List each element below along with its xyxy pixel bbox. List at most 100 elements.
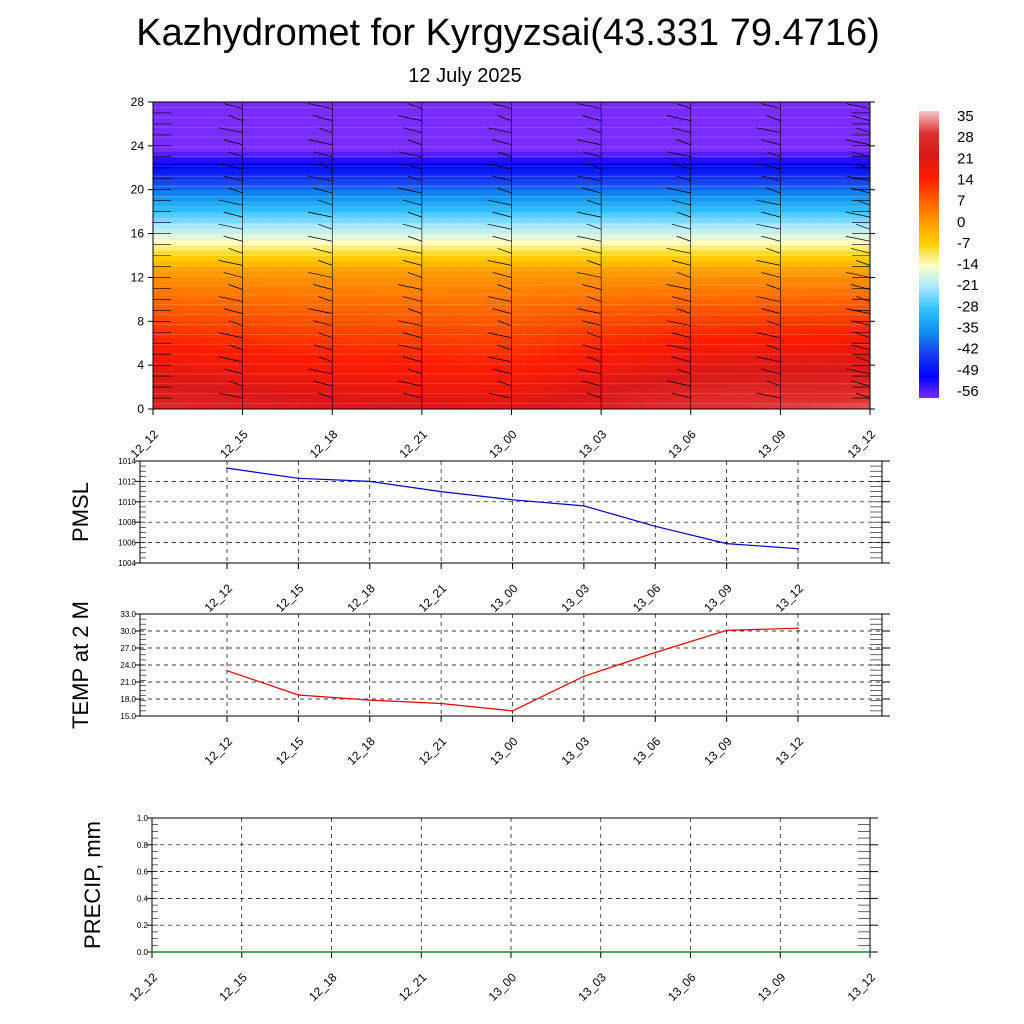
heatmap-cell	[645, 233, 662, 240]
heatmap-cell	[392, 266, 408, 273]
heatmap-cell	[675, 398, 692, 405]
heatmap-cell	[571, 217, 587, 224]
heatmap-cell	[302, 102, 318, 109]
heatmap-cell	[675, 260, 692, 268]
heatmap-cell	[616, 271, 632, 279]
heatmap-cell	[302, 359, 318, 366]
heatmap-cell	[780, 315, 796, 322]
heatmap-cell	[347, 189, 363, 196]
heatmap-cell	[855, 348, 870, 355]
heatmap-cell	[735, 206, 752, 213]
heatmap-cell	[421, 381, 438, 388]
heatmap-cell	[571, 145, 587, 152]
heatmap-cell	[750, 134, 767, 141]
heatmap-cell	[302, 107, 318, 114]
heatmap-cell	[511, 162, 528, 169]
heatmap-cell	[302, 354, 318, 361]
wind-barb	[492, 175, 512, 182]
heatmap-cell	[795, 304, 811, 311]
heatmap-cell	[556, 343, 572, 350]
heatmap-cell	[810, 107, 826, 114]
heatmap-cell	[287, 222, 303, 229]
heatmap-cell	[362, 315, 378, 322]
heatmap-cell	[481, 239, 498, 246]
heatmap-cell	[332, 184, 348, 191]
heatmap-cell	[810, 129, 826, 136]
heatmap-cell	[765, 376, 781, 383]
heatmap-cell	[421, 343, 438, 350]
heatmap-cell	[825, 162, 841, 169]
heatmap-cell	[511, 326, 528, 333]
wind-barb	[582, 187, 602, 194]
heatmap-cell	[855, 162, 870, 169]
heatmap-cell	[810, 398, 826, 405]
heatmap-cell	[556, 151, 572, 158]
heatmap-cell	[780, 217, 796, 224]
heatmap-cell	[421, 348, 438, 355]
heatmap-cell	[347, 326, 363, 333]
heatmap-cell	[601, 222, 617, 229]
heatmap-cell	[586, 255, 602, 262]
heatmap-cell	[825, 337, 841, 344]
heatmap-cell	[377, 112, 393, 120]
heatmap-cell	[153, 178, 169, 185]
heatmap-cell	[242, 337, 259, 344]
heatmap-cell	[481, 250, 498, 257]
heatmap-cell	[571, 107, 587, 114]
heatmap-cell	[272, 332, 289, 339]
heatmap-cell	[167, 359, 184, 366]
wind-barb	[313, 115, 333, 121]
wind-barb	[308, 139, 333, 146]
heatmap-cell	[287, 107, 303, 114]
heatmap-cell	[182, 266, 199, 273]
heatmap-cell	[556, 271, 572, 279]
heatmap-cell	[287, 200, 303, 207]
heatmap-cell	[855, 293, 870, 300]
heatmap-cell	[347, 145, 363, 152]
heatmap-cell	[705, 145, 722, 152]
heatmap-cell	[840, 321, 856, 328]
heatmap-cell	[451, 200, 468, 207]
wind-barb	[218, 163, 243, 170]
heatmap-cell	[242, 321, 259, 328]
heatmap-cell	[855, 200, 870, 207]
wind-barb	[308, 368, 333, 375]
heatmap-cell	[421, 315, 438, 322]
heatmap-cell	[645, 206, 662, 213]
heatmap-cell	[526, 392, 542, 399]
heatmap-cell	[287, 365, 303, 372]
heatmap-cell	[705, 184, 722, 191]
heatmap-cell	[586, 348, 602, 355]
heatmap-cell	[466, 178, 483, 185]
heatmap-cell	[571, 151, 587, 158]
heatmap-cell	[182, 354, 199, 361]
heatmap-cell	[466, 365, 483, 372]
wind-barb	[761, 272, 781, 278]
heatmap-cell	[825, 189, 841, 196]
heatmap-cell	[362, 123, 378, 131]
wind-barb	[487, 199, 512, 206]
heatmap-cell	[287, 134, 303, 141]
heatmap-cell	[645, 310, 662, 317]
heatmap-cell	[436, 129, 453, 136]
heatmap-cell	[840, 184, 856, 191]
heatmap-cell	[511, 304, 528, 311]
heatmap-cell	[362, 184, 378, 191]
heatmap-cell	[421, 277, 438, 284]
heatmap-cell	[631, 255, 647, 262]
heatmap-cell	[690, 206, 707, 213]
wind-barb	[756, 163, 781, 170]
heatmap-cell	[362, 200, 378, 207]
heatmap-cell	[586, 102, 602, 109]
heatmap-cell	[556, 195, 572, 202]
heatmap-cell	[705, 173, 722, 180]
heatmap-cell	[780, 211, 796, 218]
heatmap-cell	[750, 145, 767, 152]
heatmap-cell	[287, 337, 303, 344]
heatmap-cell	[227, 118, 244, 125]
heatmap-cell	[167, 293, 184, 300]
heatmap-cell	[810, 222, 826, 229]
heatmap-cell	[571, 260, 587, 268]
heatmap-cell	[765, 277, 781, 284]
heatmap-cell	[601, 145, 617, 152]
